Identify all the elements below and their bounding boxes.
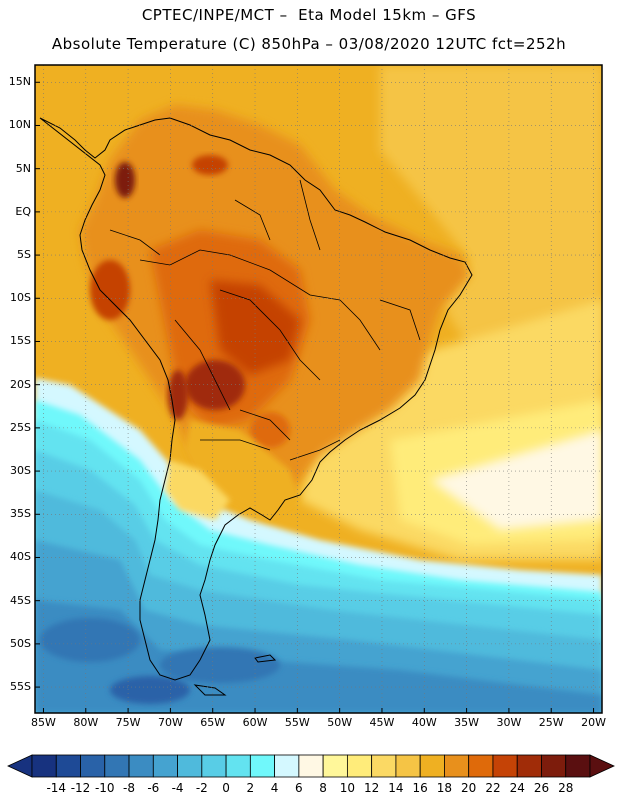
colorbar <box>7 754 615 778</box>
colorbar-label: -8 <box>123 781 136 795</box>
lat-label: 35S <box>10 507 31 521</box>
colorbar-label: -4 <box>171 781 184 795</box>
colorbar-arrow-high <box>589 754 615 778</box>
colorbar-label: 22 <box>485 781 501 795</box>
colorbar-swatch <box>80 754 106 778</box>
lat-label: 50S <box>10 636 31 650</box>
colorbar-swatch <box>31 754 57 778</box>
lon-label: 85W <box>31 716 56 729</box>
colorbar-label: 14 <box>388 781 404 795</box>
colorbar-swatch <box>371 754 397 778</box>
colorbar-swatch <box>322 754 348 778</box>
colorbar-swatch <box>177 754 203 778</box>
colorbar-label: 6 <box>295 781 303 795</box>
colorbar-swatch <box>298 754 324 778</box>
colorbar-swatch <box>346 754 373 778</box>
lat-label: 15N <box>8 75 31 89</box>
colorbar-swatch <box>152 754 178 778</box>
colorbar-swatch <box>541 754 567 778</box>
lat-label: EQ <box>15 204 31 218</box>
map-frame <box>34 64 603 714</box>
lat-label: 5N <box>15 161 31 175</box>
lon-label: 80W <box>73 716 99 729</box>
title-line-2: Absolute Temperature (C) 850hPa – 03/08/… <box>51 35 567 53</box>
colorbar-arrow-low <box>7 754 33 778</box>
colorbar-label: 20 <box>461 781 477 795</box>
colorbar-label: -2 <box>195 781 208 795</box>
lon-label: 40W <box>411 716 437 729</box>
lat-label: 25S <box>10 420 31 434</box>
colorbar-label: 24 <box>509 781 525 795</box>
lon-label: 25W <box>538 716 564 729</box>
lat-label: 45S <box>10 593 31 607</box>
colorbar-label: 28 <box>558 781 574 795</box>
lat-label: 20S <box>10 377 31 391</box>
title-line-1: CPTEC/INPE/MCT – Eta Model 15km – GFS <box>141 6 477 24</box>
lon-label: 45W <box>369 716 395 729</box>
colorbar-label: 0 <box>222 781 230 795</box>
colorbar-swatch <box>104 754 130 778</box>
graticule <box>35 65 602 713</box>
lat-label: 30S <box>10 464 31 478</box>
colorbar-swatch <box>516 754 542 778</box>
colorbar-swatch <box>565 754 591 778</box>
lon-label: 20W <box>581 716 606 729</box>
colorbar-label: 26 <box>533 781 550 795</box>
lat-label: 10S <box>10 291 31 305</box>
colorbar-label: 10 <box>339 781 356 795</box>
lon-label: 75W <box>115 716 141 729</box>
colorbar-label: -10 <box>94 781 115 795</box>
temperature-field <box>35 65 602 713</box>
lat-label: 10N <box>8 118 31 132</box>
lon-label: 70W <box>157 716 183 729</box>
country-borders <box>109 179 421 461</box>
coastlines <box>39 117 473 696</box>
colorbar-swatch <box>201 754 227 778</box>
colorbar-swatch <box>274 754 300 778</box>
colorbar-swatch <box>225 754 251 778</box>
colorbar-label: 4 <box>270 781 279 795</box>
colorbar-label: 16 <box>412 781 428 795</box>
lon-label: 50W <box>327 716 353 729</box>
lon-label: 35W <box>454 716 480 729</box>
colorbar-label: 2 <box>246 781 255 795</box>
colorbar-label: 18 <box>436 781 453 795</box>
colorbar-label: 8 <box>319 781 327 795</box>
lon-label: 65W <box>200 716 226 729</box>
colorbar-swatch <box>444 754 470 778</box>
colorbar-label: -6 <box>147 781 160 795</box>
colorbar-swatch <box>395 754 421 778</box>
colorbar-swatch <box>419 754 445 778</box>
lat-label: 15S <box>10 334 31 348</box>
colorbar-swatch <box>492 754 518 778</box>
colorbar-swatch <box>55 754 81 778</box>
colorbar-label: -12 <box>70 781 91 795</box>
colorbar-swatch <box>249 754 276 778</box>
lat-label: 5S <box>17 248 31 262</box>
colorbar-label: 12 <box>364 781 380 795</box>
lat-label: 55S <box>10 680 31 694</box>
colorbar-swatch <box>128 754 154 778</box>
lon-label: 60W <box>242 716 268 729</box>
lon-label: 55W <box>284 716 310 729</box>
colorbar-label: -14 <box>46 781 67 795</box>
colorbar-swatch <box>468 754 494 778</box>
lat-label: 40S <box>10 550 31 564</box>
lon-label: 30W <box>496 716 522 729</box>
